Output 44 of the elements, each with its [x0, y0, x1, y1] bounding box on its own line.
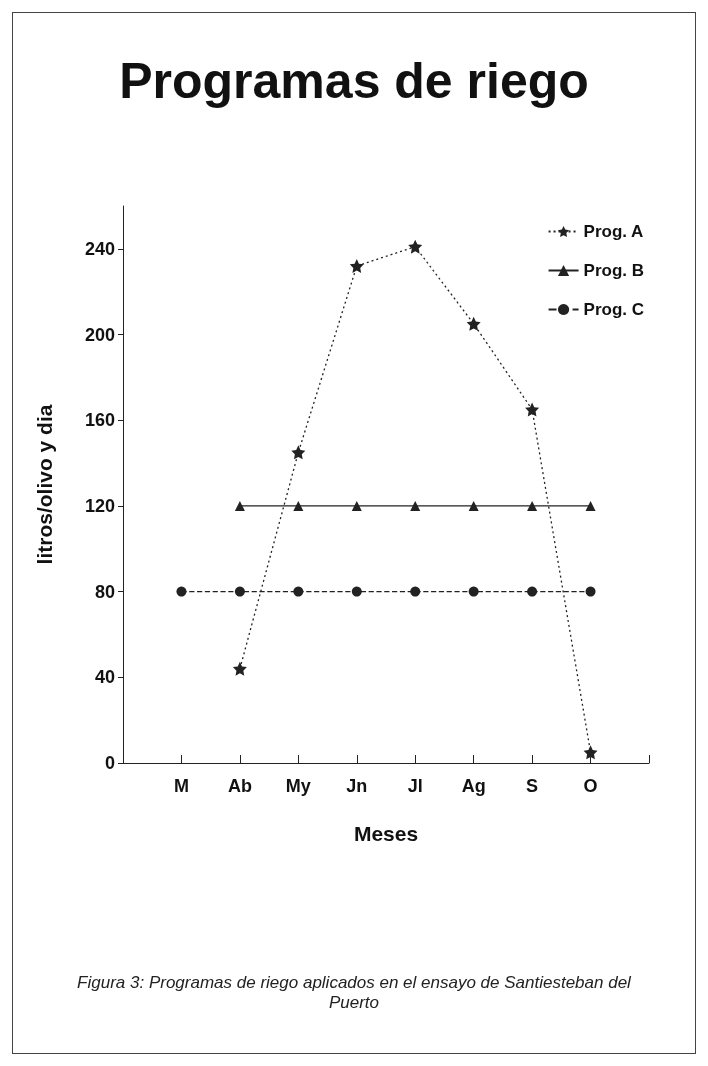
x-tick-label: O	[583, 776, 598, 796]
y-tick-label: 200	[84, 324, 115, 345]
point	[410, 500, 421, 511]
legend-label: Prog. A	[583, 222, 644, 241]
legend-label: Prog. B	[583, 261, 645, 280]
point	[468, 500, 479, 511]
x-tick-label: Jl	[407, 776, 423, 796]
y-axis-title: litros/olivo y dia	[33, 404, 56, 565]
point	[351, 586, 362, 597]
point	[583, 745, 598, 760]
point	[349, 258, 364, 273]
point	[468, 586, 479, 597]
point	[293, 500, 304, 511]
point	[234, 586, 245, 597]
x-tick-label: Ab	[227, 776, 252, 796]
x-tick-label: Jn	[346, 776, 368, 796]
point	[293, 586, 304, 597]
text: Figura 3: Programas de riego aplicados en el ensayo de Santiesteban del Puerto	[76, 973, 632, 1013]
x-tick-label: Ag	[461, 776, 486, 796]
point	[585, 586, 596, 597]
point	[527, 500, 538, 511]
point	[585, 500, 596, 511]
y-tick-label: 120	[84, 495, 115, 516]
point	[291, 445, 306, 460]
x-tick-label: M	[173, 776, 189, 796]
point	[525, 402, 540, 417]
x-axis-title: Meses	[353, 822, 419, 845]
chart-title: Programas de riego	[119, 53, 589, 109]
point	[466, 316, 481, 331]
y-tick-label: 160	[84, 410, 115, 431]
point	[527, 586, 538, 597]
y-tick-label: 240	[84, 238, 115, 259]
x-tick-label: My	[285, 776, 311, 796]
legend-label: Prog. C	[583, 300, 645, 319]
point	[351, 500, 362, 511]
y-tick-label: 0	[104, 753, 115, 773]
point	[408, 239, 423, 254]
point	[234, 500, 245, 511]
point	[232, 661, 247, 676]
point	[410, 586, 421, 597]
x-tick-label: S	[526, 776, 539, 796]
y-tick-label: 40	[94, 667, 115, 688]
point	[176, 586, 187, 597]
y-tick-label: 80	[94, 581, 115, 602]
